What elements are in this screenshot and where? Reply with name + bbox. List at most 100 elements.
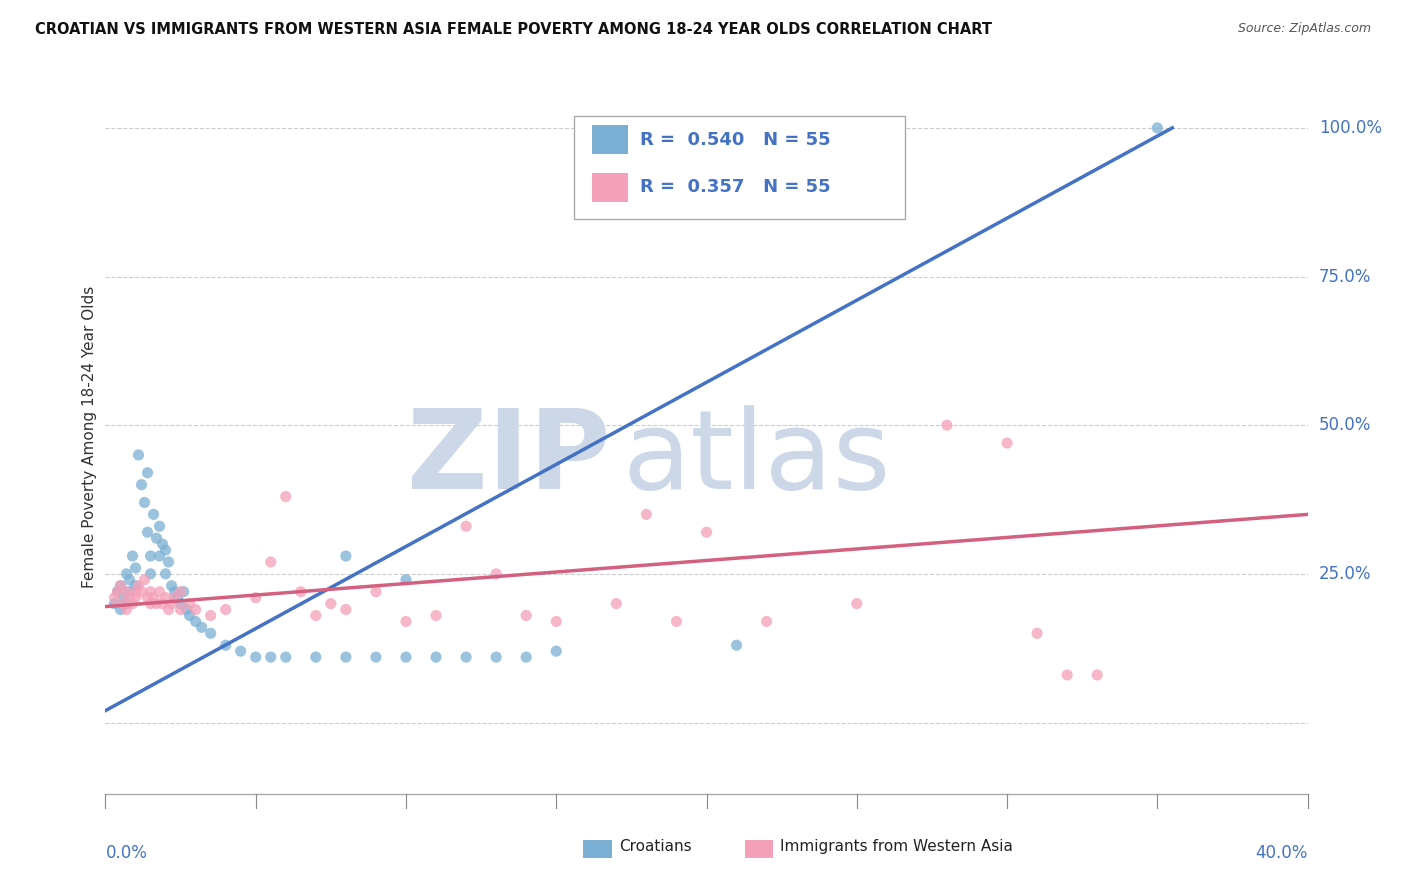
Point: [124, 584, 146, 599]
Point: [134, 573, 156, 587]
Point: [115, 597, 138, 611]
Point: [290, 584, 312, 599]
Point: [121, 549, 143, 563]
Point: [115, 584, 138, 599]
Text: 25.0%: 25.0%: [1319, 565, 1371, 582]
FancyBboxPatch shape: [592, 173, 628, 202]
Point: [1026, 626, 1049, 640]
Point: [136, 591, 159, 605]
Text: 0.0%: 0.0%: [105, 844, 148, 862]
Point: [364, 650, 387, 665]
Point: [110, 579, 132, 593]
Point: [152, 597, 174, 611]
Point: [200, 608, 222, 623]
Point: [124, 591, 146, 605]
Point: [229, 644, 252, 658]
Point: [131, 584, 153, 599]
Point: [260, 650, 283, 665]
Point: [665, 615, 688, 629]
Point: [118, 584, 141, 599]
Point: [110, 602, 132, 616]
Point: [456, 650, 478, 665]
Point: [145, 531, 167, 545]
Point: [118, 591, 141, 605]
Point: [128, 448, 150, 462]
Text: 75.0%: 75.0%: [1319, 268, 1371, 285]
Point: [163, 584, 186, 599]
Point: [995, 436, 1018, 450]
Point: [157, 555, 180, 569]
Point: [131, 477, 153, 491]
Point: [107, 584, 129, 599]
Point: [456, 519, 478, 533]
Point: [936, 418, 959, 433]
Text: CROATIAN VS IMMIGRANTS FROM WESTERN ASIA FEMALE POVERTY AMONG 18-24 YEAR OLDS CO: CROATIAN VS IMMIGRANTS FROM WESTERN ASIA…: [35, 22, 993, 37]
Point: [245, 650, 267, 665]
Point: [546, 615, 568, 629]
Point: [274, 650, 297, 665]
Point: [139, 549, 162, 563]
Point: [145, 597, 167, 611]
Point: [115, 602, 138, 616]
Point: [335, 650, 357, 665]
Text: 40.0%: 40.0%: [1256, 844, 1308, 862]
Point: [755, 615, 778, 629]
Point: [160, 579, 183, 593]
Point: [124, 579, 146, 593]
Point: [395, 573, 418, 587]
Point: [214, 638, 236, 652]
Point: [103, 597, 125, 611]
Text: Croatians: Croatians: [619, 838, 692, 854]
Point: [425, 650, 447, 665]
Point: [121, 597, 143, 611]
Text: atlas: atlas: [623, 405, 891, 512]
Point: [169, 597, 191, 611]
Point: [335, 549, 357, 563]
Point: [110, 579, 132, 593]
Point: [148, 549, 170, 563]
Point: [335, 602, 357, 616]
Point: [179, 608, 201, 623]
Point: [190, 620, 212, 634]
Point: [1056, 668, 1078, 682]
Point: [136, 466, 159, 480]
Point: [112, 591, 135, 605]
Point: [636, 508, 658, 522]
Point: [214, 602, 236, 616]
Point: [155, 591, 177, 605]
Text: ZIP: ZIP: [406, 405, 610, 512]
Point: [166, 591, 188, 605]
Point: [395, 650, 418, 665]
Point: [134, 495, 156, 509]
Point: [184, 615, 207, 629]
Point: [176, 602, 198, 616]
Point: [139, 597, 162, 611]
Point: [169, 584, 191, 599]
Point: [305, 608, 328, 623]
Point: [395, 615, 418, 629]
Point: [845, 597, 868, 611]
Point: [1085, 668, 1108, 682]
Point: [305, 650, 328, 665]
Point: [515, 650, 537, 665]
Point: [155, 566, 177, 581]
Point: [139, 584, 162, 599]
Point: [155, 543, 177, 558]
Point: [142, 508, 165, 522]
Point: [425, 608, 447, 623]
Point: [485, 650, 508, 665]
Text: 50.0%: 50.0%: [1319, 417, 1371, 434]
Point: [605, 597, 627, 611]
Point: [245, 591, 267, 605]
Point: [107, 584, 129, 599]
Text: R =  0.357   N = 55: R = 0.357 N = 55: [640, 178, 831, 196]
Point: [139, 566, 162, 581]
Point: [124, 561, 146, 575]
Point: [157, 602, 180, 616]
Point: [148, 584, 170, 599]
Point: [103, 591, 125, 605]
Point: [725, 638, 748, 652]
Point: [128, 579, 150, 593]
Point: [173, 584, 195, 599]
Point: [485, 566, 508, 581]
